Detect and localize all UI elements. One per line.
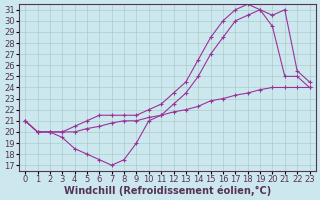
X-axis label: Windchill (Refroidissement éolien,°C): Windchill (Refroidissement éolien,°C) (64, 185, 271, 196)
